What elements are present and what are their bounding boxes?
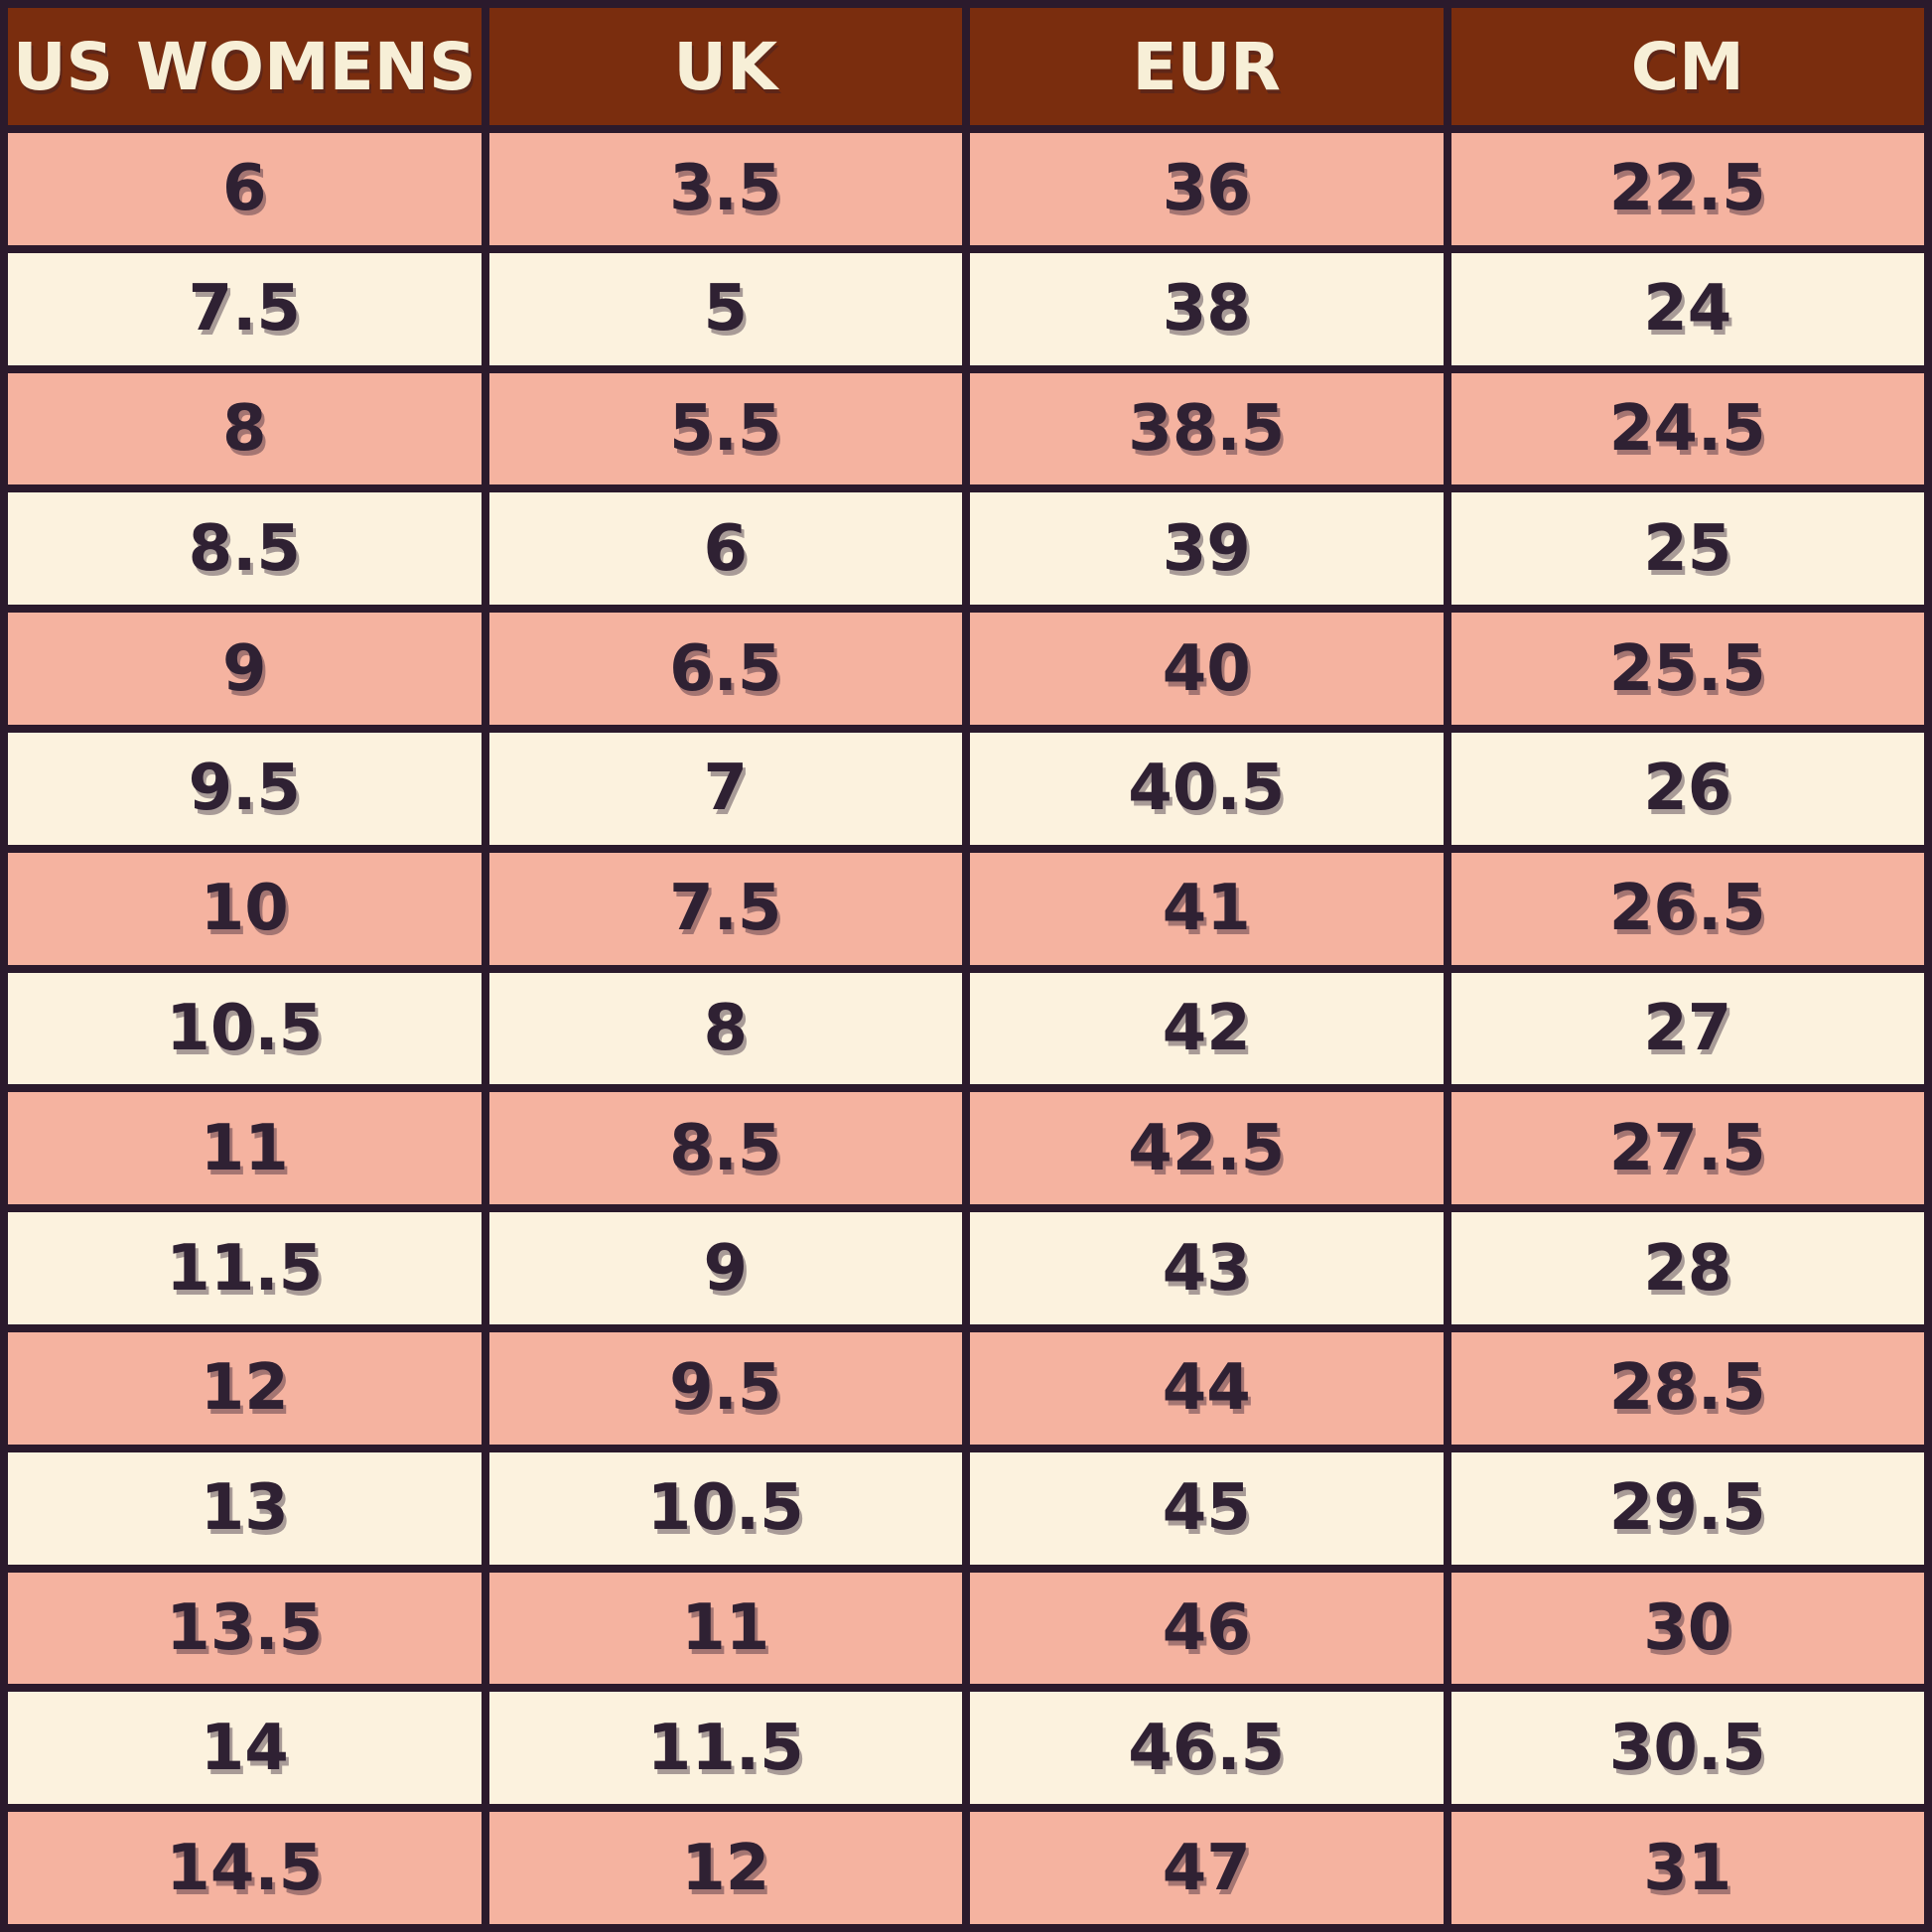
table-cell: 5 [481,244,970,373]
table-row: 10.5 8 42 27 [0,964,1932,1093]
header-row: US WOMENS UK EUR CM [0,0,1932,133]
column-header-uk: UK [481,0,970,133]
table-cell: 7.5 [481,844,970,973]
table-cell: 9.5 [0,724,489,853]
table-cell: 41 [962,844,1451,973]
table-cell: 8.5 [481,1084,970,1213]
table-row: 11 8.5 42.5 27.5 [0,1084,1932,1213]
table-cell: 7 [481,724,970,853]
table-cell: 45 [962,1444,1451,1573]
table-cell: 40.5 [962,724,1451,853]
table-cell: 30 [1443,1564,1932,1693]
table-cell: 38.5 [962,364,1451,493]
table-cell: 31 [1443,1804,1932,1932]
table-cell: 42.5 [962,1084,1451,1213]
table-cell: 8 [481,964,970,1093]
table-cell: 29.5 [1443,1444,1932,1573]
table-cell: 24.5 [1443,364,1932,493]
table-cell: 36 [962,125,1451,253]
table-row: 14 11.5 46.5 30.5 [0,1684,1932,1813]
table-cell: 25 [1443,484,1932,614]
table-cell: 9.5 [481,1323,970,1452]
table-cell: 43 [962,1204,1451,1332]
table-cell: 24 [1443,244,1932,373]
table-cell: 22.5 [1443,125,1932,253]
table-cell: 26.5 [1443,844,1932,973]
table-cell: 39 [962,484,1451,614]
size-table-header: US WOMENS UK EUR CM [0,0,1932,133]
table-cell: 14 [0,1684,489,1813]
table-row: 14.5 12 47 31 [0,1804,1932,1932]
table-cell: 46.5 [962,1684,1451,1813]
table-cell: 11 [0,1084,489,1213]
table-cell: 11.5 [0,1204,489,1332]
table-row: 13.5 11 46 30 [0,1564,1932,1693]
table-row: 9.5 7 40.5 26 [0,724,1932,853]
table-cell: 13 [0,1444,489,1573]
table-cell: 12 [0,1323,489,1452]
table-cell: 9 [0,605,489,733]
table-cell: 38 [962,244,1451,373]
column-header-us-womens: US WOMENS [0,0,489,133]
table-cell: 28.5 [1443,1323,1932,1452]
table-cell: 5.5 [481,364,970,493]
table-cell: 30.5 [1443,1684,1932,1813]
table-row: 6 3.5 36 22.5 [0,125,1932,253]
column-header-eur: EUR [962,0,1451,133]
table-cell: 10.5 [481,1444,970,1573]
table-cell: 6.5 [481,605,970,733]
table-cell: 11 [481,1564,970,1693]
table-row: 8 5.5 38.5 24.5 [0,364,1932,493]
table-cell: 46 [962,1564,1451,1693]
table-cell: 47 [962,1804,1451,1932]
table-cell: 9 [481,1204,970,1332]
column-header-cm: CM [1443,0,1932,133]
table-cell: 44 [962,1323,1451,1452]
table-row: 9 6.5 40 25.5 [0,605,1932,733]
table-cell: 28 [1443,1204,1932,1332]
table-cell: 7.5 [0,244,489,373]
table-cell: 27.5 [1443,1084,1932,1213]
table-row: 11.5 9 43 28 [0,1204,1932,1332]
table-cell: 8.5 [0,484,489,614]
table-cell: 11.5 [481,1684,970,1813]
size-table-body: 6 3.5 36 22.5 7.5 5 38 24 8 5.5 38.5 24.5 8.5 6 39 25 9 6… [0,125,1932,1932]
table-cell: 8 [0,364,489,493]
table-cell: 27 [1443,964,1932,1093]
table-row: 12 9.5 44 28.5 [0,1323,1932,1452]
table-cell: 10.5 [0,964,489,1093]
table-cell: 12 [481,1804,970,1932]
table-row: 10 7.5 41 26.5 [0,844,1932,973]
table-cell: 25.5 [1443,605,1932,733]
table-row: 7.5 5 38 24 [0,244,1932,373]
table-row: 13 10.5 45 29.5 [0,1444,1932,1573]
table-cell: 13.5 [0,1564,489,1693]
table-cell: 10 [0,844,489,973]
table-cell: 6 [481,484,970,614]
table-cell: 42 [962,964,1451,1093]
table-cell: 6 [0,125,489,253]
table-cell: 26 [1443,724,1932,853]
table-cell: 14.5 [0,1804,489,1932]
table-cell: 40 [962,605,1451,733]
table-row: 8.5 6 39 25 [0,484,1932,614]
table-cell: 3.5 [481,125,970,253]
